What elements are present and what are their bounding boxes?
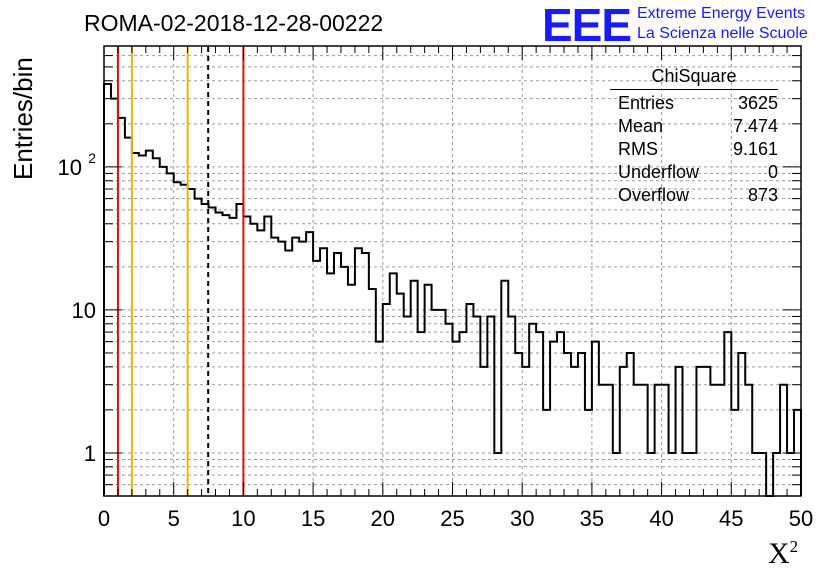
x-axis-label: X2 xyxy=(768,537,799,570)
stats-value: 873 xyxy=(747,185,778,205)
x-tick-label: 40 xyxy=(649,506,673,531)
stats-label: Mean xyxy=(618,116,664,136)
stats-row-underflow: Underflow 0 xyxy=(610,161,778,184)
stats-row-entries: Entries 3625 xyxy=(610,92,778,115)
stats-label: RMS xyxy=(618,139,658,159)
x-tick-label: 0 xyxy=(98,506,110,531)
stats-value: 0 xyxy=(767,162,778,182)
chart-title: ROMA-02-2018-12-28-00222 xyxy=(84,10,384,36)
logo-tagline-2: La Scienza nelle Scuole xyxy=(637,25,808,42)
x-tick-label: 50 xyxy=(789,506,813,531)
histogram-series-line xyxy=(103,82,802,497)
x-tick-label: 25 xyxy=(440,506,464,531)
stats-title: ChiSquare xyxy=(610,66,778,90)
logo-tagline-1: Extreme Energy Events xyxy=(637,5,806,22)
stats-label: Entries xyxy=(618,93,675,113)
stats-value: 9.161 xyxy=(732,139,778,159)
x-tick-label: 45 xyxy=(719,506,743,531)
stats-row-rms: RMS 9.161 xyxy=(610,138,778,161)
x-tick-label: 20 xyxy=(371,506,395,531)
stats-row-overflow: Overflow 873 xyxy=(610,184,778,207)
y-tick-label: 1 xyxy=(84,441,96,466)
stats-row-mean: Mean 7.474 xyxy=(610,115,778,138)
eee-logo: EEE xyxy=(542,0,632,51)
y-tick-label-exponent: 2 xyxy=(88,150,96,166)
y-tick-label: 10 xyxy=(72,298,96,323)
stats-value: 7.474 xyxy=(732,116,778,136)
y-axis-label: Entries/bin xyxy=(8,57,38,180)
x-tick-label: 30 xyxy=(510,506,534,531)
stats-label: Underflow xyxy=(618,162,700,182)
stats-value: 3625 xyxy=(737,93,778,113)
stats-box: ChiSquare Entries 3625 Mean 7.474 RMS 9.… xyxy=(610,66,778,207)
x-tick-label: 5 xyxy=(168,506,180,531)
x-tick-label: 35 xyxy=(580,506,604,531)
x-tick-label: 10 xyxy=(231,506,255,531)
y-tick-label: 10 xyxy=(58,155,82,180)
x-tick-label: 15 xyxy=(301,506,325,531)
stats-label: Overflow xyxy=(618,185,690,205)
